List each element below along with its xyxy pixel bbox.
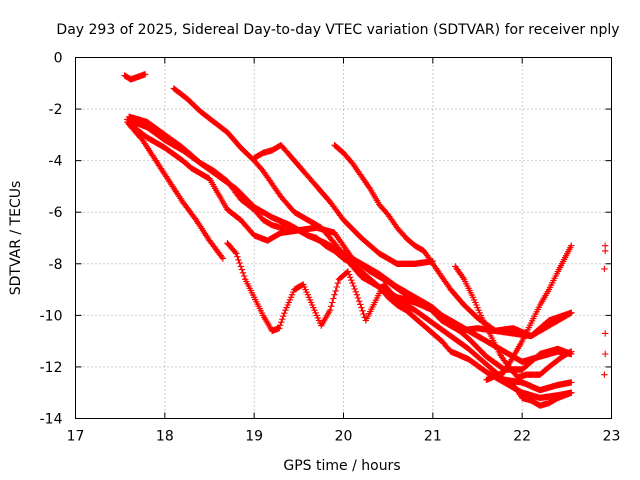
x-tick-label: 23 (603, 429, 621, 445)
chart-title: Day 293 of 2025, Sidereal Day-to-day VTE… (56, 22, 619, 38)
data-point-marks (510, 381, 575, 409)
x-axis-label: GPS time / hours (283, 458, 400, 474)
data-point-marks (483, 242, 575, 383)
series-track-k (483, 242, 575, 383)
series-track-a (121, 71, 149, 83)
y-tick-label: -4 (49, 154, 63, 170)
data-point-marks (125, 113, 575, 373)
y-tick-label: -14 (40, 412, 63, 428)
data-point-marks (331, 142, 575, 340)
grid-lines (75, 57, 612, 419)
x-tick-label: 18 (156, 429, 174, 445)
series-track-j (452, 263, 575, 381)
x-tick-label: 17 (67, 429, 85, 445)
series-track-m (601, 242, 609, 378)
y-tick-label: -8 (49, 257, 63, 273)
plot-frame (75, 57, 612, 419)
y-tick-label: -6 (49, 205, 63, 221)
series-track-g (170, 85, 575, 365)
x-tick-label: 19 (245, 429, 263, 445)
data-point-marks (452, 263, 575, 381)
y-axis-label: SDTVAR / TECUs (8, 181, 24, 296)
series-track-e (125, 121, 227, 262)
series-track-i (331, 142, 575, 340)
x-tick-label: 21 (424, 429, 442, 445)
data-points (121, 71, 609, 409)
y-tick-label: -10 (40, 308, 63, 324)
y-tick-label: -12 (40, 360, 63, 376)
data-point-marks (121, 71, 149, 83)
data-point-marks (251, 142, 436, 267)
series-track-d (125, 113, 575, 373)
x-tick-label: 20 (335, 429, 353, 445)
x-tick-label: 22 (513, 429, 531, 445)
axis-ticks: 17 18 19 20 21 22 23 0 -2 -4 -6 -8 -10 -12 -14 (40, 51, 621, 445)
data-point-marks (601, 242, 609, 378)
series-track-h (251, 142, 436, 267)
y-tick-label: 0 (54, 51, 63, 67)
data-point-marks (170, 85, 575, 365)
series-track-l (510, 381, 575, 409)
y-tick-label: -2 (49, 102, 63, 118)
data-point-marks (125, 121, 227, 262)
